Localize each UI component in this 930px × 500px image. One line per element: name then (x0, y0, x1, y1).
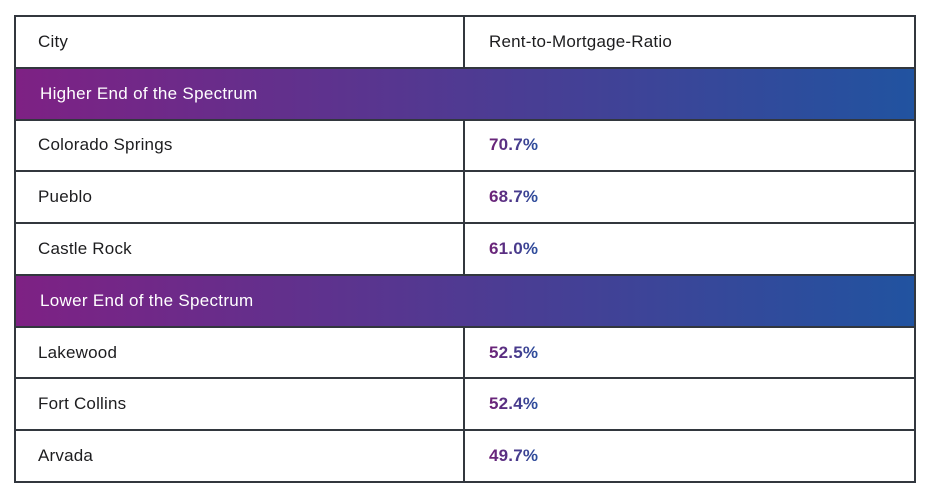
city-cell: Castle Rock (16, 224, 465, 274)
section-band-higher-end-label: Higher End of the Spectrum (40, 83, 258, 103)
ratio-value: 52.5% (489, 342, 539, 362)
city-name: Castle Rock (38, 239, 132, 259)
ratio-cell: 68.7% (465, 172, 914, 222)
ratio-value: 61.0% (489, 239, 539, 259)
ratio-value: 70.7% (489, 135, 539, 155)
city-name: Arvada (38, 446, 94, 466)
section-band-lower-end-label: Lower End of the Spectrum (40, 290, 254, 310)
table-header-row: City Rent-to-Mortgage-Ratio (16, 17, 914, 69)
ratio-value: 49.7% (489, 446, 539, 466)
table-row-lakewood: Lakewood 52.5% (16, 327, 914, 380)
city-cell: Arvada (16, 431, 465, 482)
ratio-cell: 61.0% (465, 224, 914, 274)
column-header-city-label: City (38, 31, 69, 51)
city-name: Colorado Springs (38, 135, 173, 155)
city-cell: Pueblo (16, 172, 465, 223)
column-header-ratio: Rent-to-Mortgage-Ratio (465, 17, 914, 67)
ratio-cell: 70.7% (465, 121, 914, 171)
table-row-pueblo: Pueblo 68.7% (16, 172, 914, 225)
section-band-lower-end: Lower End of the Spectrum (16, 275, 914, 328)
ratio-cell: 49.7% (465, 431, 914, 481)
section-band-higher-end: Higher End of the Spectrum (16, 68, 914, 121)
city-cell: Fort Collins (16, 379, 465, 430)
city-cell: Colorado Springs (16, 120, 465, 171)
city-name: Pueblo (38, 187, 93, 207)
column-header-city: City (16, 17, 465, 67)
ratio-cell: 52.4% (465, 379, 914, 429)
table-row-castle-rock: Castle Rock 61.0% (16, 224, 914, 276)
city-name: Lakewood (38, 342, 118, 362)
ratio-value: 68.7% (489, 187, 539, 207)
table-row-fort-collins: Fort Collins 52.4% (16, 379, 914, 432)
city-name: Fort Collins (38, 394, 127, 414)
ratio-value: 52.4% (489, 394, 539, 414)
table-row-arvada: Arvada 49.7% (16, 431, 914, 482)
column-header-ratio-label: Rent-to-Mortgage-Ratio (489, 31, 672, 51)
city-cell: Lakewood (16, 327, 465, 378)
rent-to-mortgage-table: City Rent-to-Mortgage-Ratio Higher End o… (14, 15, 916, 483)
table-row-colorado-springs: Colorado Springs 70.7% (16, 120, 914, 173)
ratio-cell: 52.5% (465, 328, 914, 378)
